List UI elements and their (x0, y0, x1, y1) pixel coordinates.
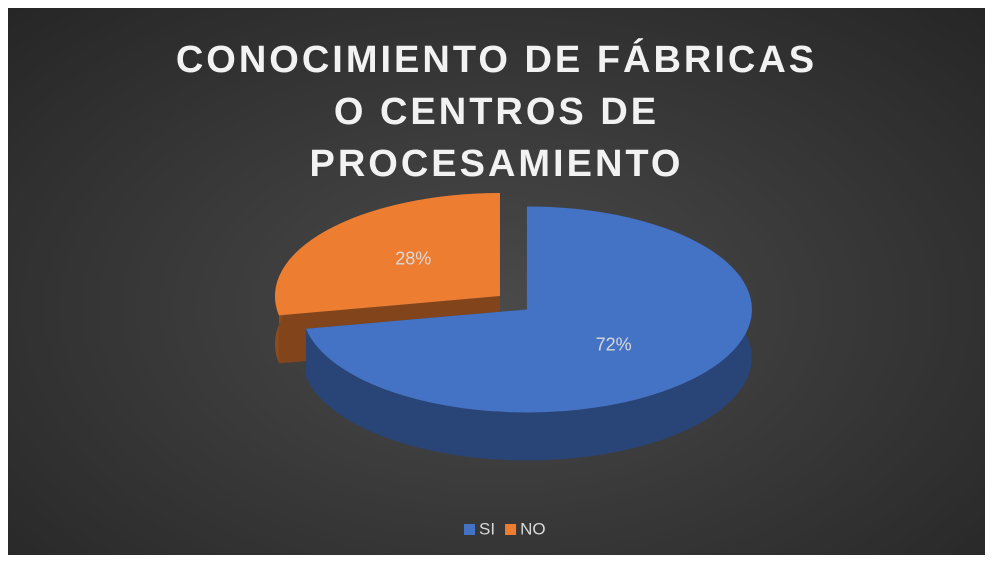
legend-label: NO (520, 519, 546, 538)
pie-slice (274, 193, 500, 316)
pie-slice (305, 206, 752, 413)
chart: 72% 28% SI NO (274, 193, 752, 538)
data-label: 72% (596, 334, 632, 354)
data-label: 28% (395, 249, 431, 269)
chart-title: CONOCIMIENTO DE FÁBRICAS O CENTROS DE PR… (175, 39, 818, 185)
legend-label: SI (479, 519, 495, 538)
chart-area: 72% 28% SI NO CONOCIMIENTO DE FÁBRICAS O CE… (8, 8, 985, 555)
legend-swatch (464, 524, 475, 535)
legend-swatch (505, 524, 517, 535)
